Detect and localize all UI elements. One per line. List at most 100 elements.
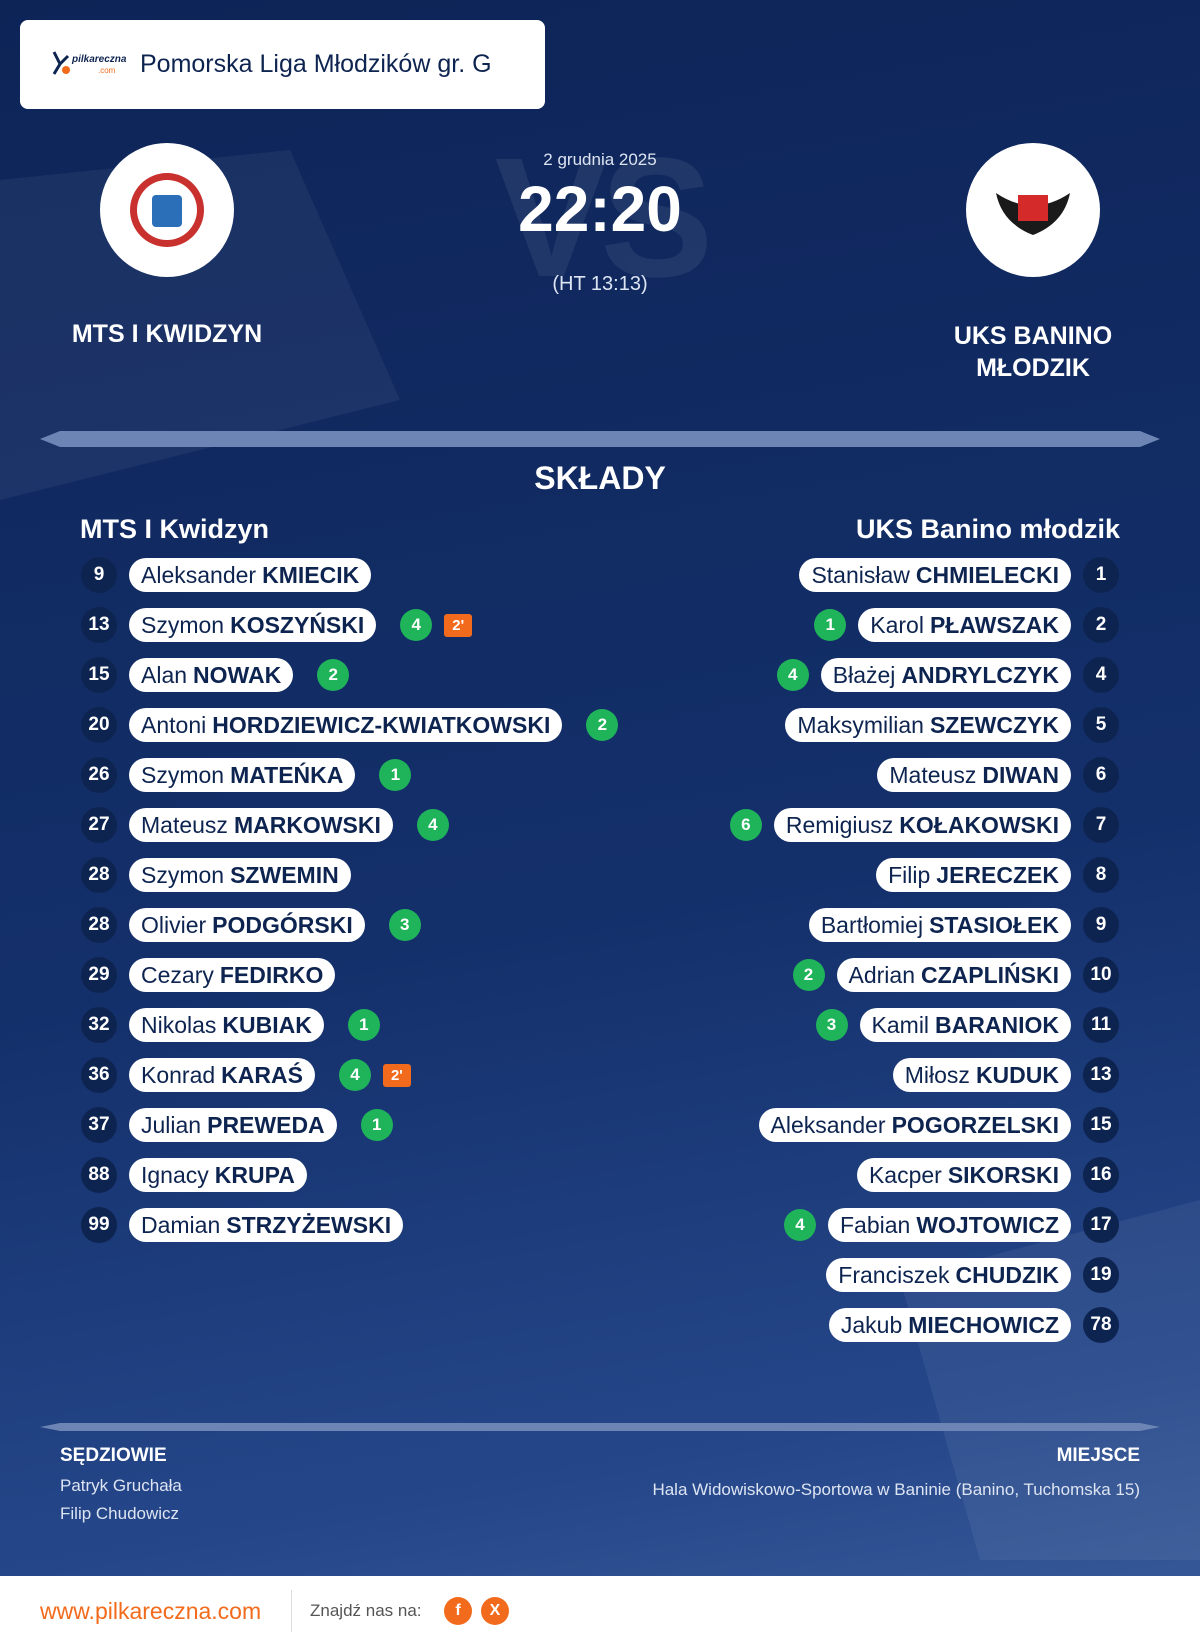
player-name: Maksymilian SZEWCZYK xyxy=(785,708,1071,742)
header-card: pilkareczna .com Pomorska Liga Młodzików… xyxy=(20,20,545,109)
first-name: Ignacy xyxy=(141,1161,209,1188)
player-row: 28 Szymon SZWEMIN xyxy=(81,857,351,893)
player-row: 20 Antoni HORDZIEWICZ-KWIATKOWSKI 2 xyxy=(81,707,619,743)
first-name: Cezary xyxy=(141,961,214,988)
first-name: Nikolas xyxy=(141,1011,217,1038)
goals-badge: 1 xyxy=(360,1109,393,1141)
goals-badge: 1 xyxy=(814,609,847,641)
player-row: 6 Mateusz DIWAN xyxy=(877,757,1119,793)
match-date: 2 grudnia 2025 xyxy=(543,150,657,169)
shirt-number: 16 xyxy=(1083,1157,1119,1193)
player-name: Stanisław CHMIELECKI xyxy=(799,558,1071,592)
last-name: KARAŚ xyxy=(221,1061,303,1088)
last-name: FEDIRKO xyxy=(219,961,324,988)
follow-text: Znajdź nas na: xyxy=(310,1601,422,1620)
first-name: Alan xyxy=(141,661,188,688)
lineups-title: SKŁADY xyxy=(534,460,666,496)
last-name: ANDRYLCZYK xyxy=(901,661,1059,688)
player-row: 26 Szymon MATEŃKA 1 xyxy=(81,757,412,793)
shirt-number: 4 xyxy=(1083,657,1119,693)
shirt-number: 19 xyxy=(1083,1257,1119,1293)
first-name: Stanisław xyxy=(811,561,910,588)
shirt-number: 37 xyxy=(81,1107,117,1143)
player-name: Aleksander KMIECIK xyxy=(129,558,372,592)
site-link[interactable]: www.pilkareczna.com xyxy=(40,1598,262,1624)
first-name: Aleksander xyxy=(770,1111,886,1138)
first-name: Maksymilian xyxy=(797,711,924,738)
separator xyxy=(291,1590,292,1632)
last-name: HORDZIEWICZ-KWIATKOWSKI xyxy=(212,711,551,738)
x-icon[interactable]: X xyxy=(481,1597,509,1625)
shirt-number: 32 xyxy=(81,1007,117,1043)
goals-badge: 1 xyxy=(379,759,412,791)
player-name: Adrian CZAPLIŃSKI xyxy=(836,958,1071,992)
goals-badge: 4 xyxy=(400,609,433,641)
shirt-number: 15 xyxy=(81,657,117,693)
player-name: Julian PREWEDA xyxy=(129,1108,337,1142)
last-name: SZEWCZYK xyxy=(929,711,1059,738)
last-name: KRUPA xyxy=(214,1161,295,1188)
shirt-number: 2 xyxy=(1083,607,1119,643)
facebook-icon[interactable]: f xyxy=(444,1597,472,1625)
last-name: KOŁAKOWSKI xyxy=(899,811,1059,838)
first-name: Aleksander xyxy=(141,561,257,588)
player-row: 78 Jakub MIECHOWICZ xyxy=(828,1307,1119,1343)
player-row: 11 Kamil BARANIOK 3 xyxy=(804,1007,1119,1043)
player-name: Fabian WOJTOWICZ xyxy=(828,1208,1071,1242)
player-name: Miłosz KUDUK xyxy=(892,1058,1071,1092)
player-row: 32 Nikolas KUBIAK 1 xyxy=(81,1007,380,1043)
goals-badge: 4 xyxy=(784,1209,816,1241)
first-name: Franciszek xyxy=(838,1261,950,1288)
footer: www.pilkareczna.com Znajdź nas na: f X xyxy=(0,1576,1200,1646)
first-name: Antoni xyxy=(141,711,207,738)
player-name: Aleksander POGORZELSKI xyxy=(758,1108,1071,1142)
shirt-number: 27 xyxy=(81,807,117,843)
shirt-number: 17 xyxy=(1083,1207,1119,1243)
first-name: Julian xyxy=(141,1111,202,1138)
last-name: STRZYŻEWSKI xyxy=(226,1211,392,1238)
shirt-number: 9 xyxy=(81,557,117,593)
last-name: KUBIAK xyxy=(222,1011,312,1038)
player-row: 10 Adrian CZAPLIŃSKI 2 xyxy=(781,957,1119,993)
home-logo xyxy=(100,143,234,277)
first-name: Miłosz xyxy=(904,1061,970,1088)
away-logo xyxy=(966,143,1100,277)
last-name: PŁAWSZAK xyxy=(929,611,1059,638)
shirt-number: 5 xyxy=(1083,707,1119,743)
first-name: Mateusz xyxy=(889,761,977,788)
shirt-number: 1 xyxy=(1083,557,1119,593)
player-name: Kacper SIKORSKI xyxy=(856,1158,1071,1192)
player-row: 36 Konrad KARAŚ 4 2' xyxy=(81,1057,411,1093)
last-name: MATEŃKA xyxy=(230,761,344,788)
shirt-number: 13 xyxy=(81,607,117,643)
score: 22:20 xyxy=(518,173,682,245)
player-name: Antoni HORDZIEWICZ-KWIATKOWSKI xyxy=(129,708,563,742)
last-name: NOWAK xyxy=(193,661,282,688)
player-row: 5 Maksymilian SZEWCZYK xyxy=(785,707,1119,743)
player-row: 28 Olivier PODGÓRSKI 3 xyxy=(81,907,421,943)
first-name: Szymon xyxy=(141,761,225,788)
home-team-title: MTS I Kwidzyn xyxy=(80,514,269,544)
away-team-title: UKS Banino młodzik xyxy=(855,514,1120,544)
player-row: 37 Julian PREWEDA 1 xyxy=(81,1107,393,1143)
first-name: Błażej xyxy=(832,661,896,688)
player-name: Alan NOWAK xyxy=(129,658,294,692)
goals-badge: 4 xyxy=(338,1059,371,1091)
player-name: Jakub MIECHOWICZ xyxy=(828,1308,1071,1342)
goals-badge: 6 xyxy=(729,809,762,841)
shirt-number: 26 xyxy=(81,757,117,793)
last-name: JERECZEK xyxy=(936,861,1059,888)
last-name: POGORZELSKI xyxy=(891,1111,1059,1138)
player-name: Nikolas KUBIAK xyxy=(129,1008,324,1042)
first-name: Remigiusz xyxy=(785,811,894,838)
venue-title: MIEJSCE xyxy=(1056,1445,1140,1466)
player-row: 2 Karol PŁAWSZAK 1 xyxy=(802,607,1119,643)
vs-watermark: VS xyxy=(494,123,714,313)
away-name: UKS BANINO MŁODZIK xyxy=(953,322,1113,382)
player-name: Szymon KOSZYŃSKI xyxy=(129,608,377,642)
goals-badge: 2 xyxy=(792,959,825,991)
player-row: 16 Kacper SIKORSKI xyxy=(856,1157,1119,1193)
player-name: Mateusz MARKOWSKI xyxy=(129,808,393,842)
last-name: KOSZYŃSKI xyxy=(230,611,365,638)
